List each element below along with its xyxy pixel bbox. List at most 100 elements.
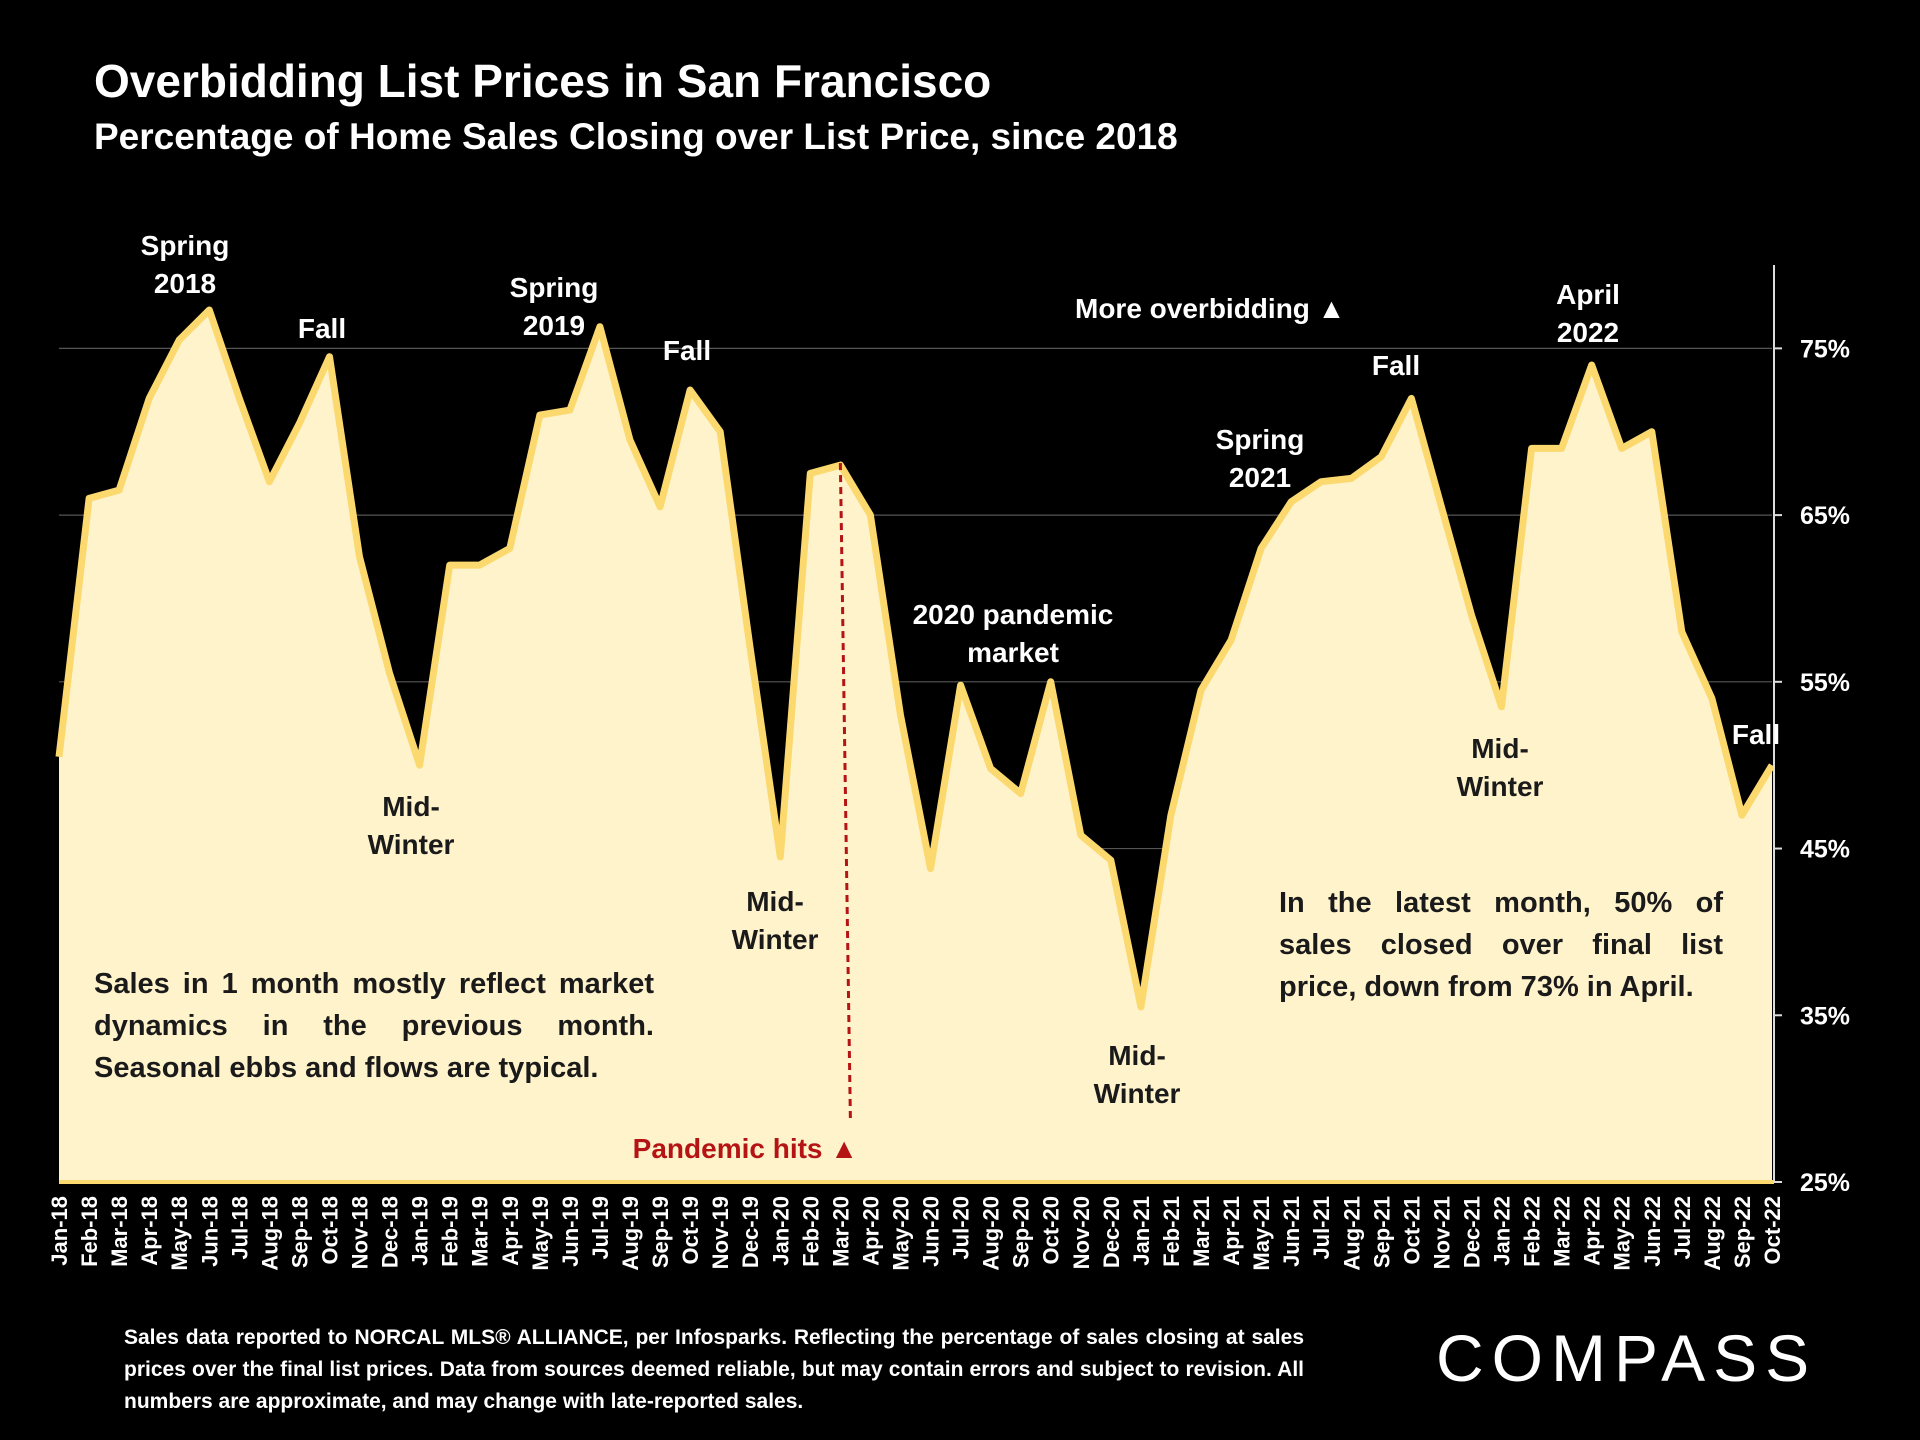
- more-overbidding-label: More overbidding ▲: [1075, 293, 1345, 324]
- annotation-4-line-0: Mid-: [382, 791, 440, 822]
- overbidding-line: [55, 306, 1775, 1011]
- annotation-6-line-0: 2020 pandemic: [913, 599, 1114, 630]
- annotation-5-line-1: Winter: [732, 924, 819, 955]
- annotation-3: Fall: [663, 335, 711, 366]
- annotation-6: 2020 pandemic market: [913, 599, 1114, 668]
- x-tick-label-26: Mar-20: [828, 1196, 853, 1267]
- x-tick-label-8: Sep-18: [287, 1196, 312, 1268]
- x-tick-label-34: Nov-20: [1069, 1196, 1094, 1269]
- x-tick-label-15: Apr-19: [498, 1196, 523, 1266]
- annotation-8-line-0: Spring: [1216, 424, 1305, 455]
- y-tick-label-3: 55%: [1800, 669, 1850, 697]
- annotation-0-line-0: Spring: [141, 230, 230, 261]
- annotation-1-line-0: Fall: [298, 313, 346, 344]
- x-tick-label-23: Dec-19: [738, 1196, 763, 1268]
- note-right: In the latest month, 50% of sales closed…: [1279, 887, 1723, 1003]
- x-ticks: Jan-18 Feb-18 Mar-18 Apr-18 May-18 Jun-18 Jul-…: [47, 1196, 1785, 1271]
- annotation-3-line-0: Fall: [663, 335, 711, 366]
- x-tick-label-0: Jan-18: [47, 1196, 72, 1266]
- annotation-11: Mid- Winter: [1457, 733, 1544, 802]
- x-tick-label-56: Sep-22: [1730, 1196, 1755, 1268]
- annotation-11-line-1: Winter: [1457, 771, 1544, 802]
- x-tick-label-28: May-20: [888, 1196, 913, 1271]
- annotation-10-line-0: April: [1556, 279, 1620, 310]
- x-tick-label-10: Nov-18: [348, 1196, 373, 1269]
- x-tick-label-18: Jul-19: [588, 1196, 613, 1260]
- x-tick-label-47: Dec-21: [1459, 1196, 1484, 1268]
- x-tick-label-54: Jul-22: [1670, 1196, 1695, 1260]
- y-tick-label-5: 75%: [1800, 335, 1850, 363]
- x-tick-label-25: Feb-20: [798, 1196, 823, 1267]
- x-tick-label-39: Apr-21: [1219, 1196, 1244, 1266]
- y-tick-label-2: 45%: [1800, 836, 1850, 864]
- x-tick-label-40: May-21: [1249, 1196, 1274, 1271]
- x-tick-label-55: Aug-22: [1700, 1196, 1725, 1271]
- x-tick-label-6: Jul-18: [227, 1196, 252, 1260]
- pandemic-marker-line: [838, 463, 852, 1119]
- annotation-2: Spring 2019: [510, 272, 599, 341]
- annotation-7-line-1: Winter: [1094, 1078, 1181, 1109]
- annotation-10: April 2022: [1556, 279, 1620, 348]
- x-tick-label-20: Sep-19: [648, 1196, 673, 1268]
- annotation-2-line-0: Spring: [510, 272, 599, 303]
- x-tick-label-41: Jun-21: [1279, 1196, 1304, 1267]
- x-tick-label-1: Feb-18: [77, 1196, 102, 1267]
- x-tick-label-11: Dec-18: [378, 1196, 403, 1268]
- x-tick-label-42: Jul-21: [1309, 1196, 1334, 1260]
- x-tick-label-4: May-18: [167, 1196, 192, 1271]
- annotation-2-line-1: 2019: [523, 310, 585, 341]
- x-tick-label-49: Feb-22: [1520, 1196, 1545, 1267]
- x-tick-label-52: May-22: [1610, 1196, 1635, 1271]
- x-tick-label-46: Nov-21: [1429, 1196, 1454, 1269]
- x-tick-label-32: Sep-20: [1009, 1196, 1034, 1268]
- x-tick-label-16: May-19: [528, 1196, 553, 1271]
- x-tick-label-5: Jun-18: [197, 1196, 222, 1267]
- chart-title: Overbidding List Prices in San Francisco: [94, 55, 992, 107]
- x-tick-label-14: Mar-19: [468, 1196, 493, 1267]
- annotation-12-line-0: Fall: [1732, 719, 1780, 750]
- x-tick-label-53: Jun-22: [1640, 1196, 1665, 1267]
- x-tick-label-17: Jun-19: [558, 1196, 583, 1267]
- x-tick-label-21: Oct-19: [678, 1196, 703, 1264]
- compass-logo: COMPASS: [1436, 1321, 1818, 1395]
- chart-subtitle: Percentage of Home Sales Closing over Li…: [94, 116, 1178, 157]
- annotation-0-line-1: 2018: [154, 268, 216, 299]
- x-tick-label-30: Jul-20: [949, 1196, 974, 1260]
- note-left: Sales in 1 month mostly reflect market d…: [94, 968, 654, 1084]
- x-tick-label-3: Apr-18: [137, 1196, 162, 1266]
- x-tick-label-50: Mar-22: [1550, 1196, 1575, 1267]
- x-tick-label-24: Jan-20: [768, 1196, 793, 1266]
- annotation-12: Fall: [1732, 719, 1780, 750]
- x-tick-label-22: Nov-19: [708, 1196, 733, 1269]
- x-tick-label-51: Apr-22: [1580, 1196, 1605, 1266]
- y-tick-label-4: 65%: [1800, 502, 1850, 530]
- annotation-0: Spring 2018: [141, 230, 230, 299]
- annotation-4-line-1: Winter: [368, 829, 455, 860]
- annotation-7: Mid- Winter: [1094, 1040, 1181, 1109]
- x-tick-label-9: Oct-18: [317, 1196, 342, 1264]
- annotation-4: Mid- Winter: [368, 791, 455, 860]
- x-tick-label-37: Feb-21: [1159, 1196, 1184, 1267]
- x-tick-label-2: Mar-18: [107, 1196, 132, 1267]
- footnote: Sales data reported to NORCAL MLS® ALLIA…: [124, 1326, 1304, 1413]
- y-ticks: 25% 35% 45% 55% 65% 75%: [1774, 335, 1850, 1197]
- annotation-7-line-0: Mid-: [1108, 1040, 1166, 1071]
- x-tick-label-7: Aug-18: [257, 1196, 282, 1271]
- annotations: Spring 2018 Fall Spring 2019 Fall Mid- Winter Mi…: [141, 230, 1780, 1109]
- annotation-11-line-0: Mid-: [1471, 733, 1529, 764]
- annotation-5: Mid- Winter: [732, 886, 819, 955]
- overbidding-area: [59, 310, 1772, 1182]
- annotation-8-line-1: 2021: [1229, 462, 1291, 493]
- x-tick-label-48: Jan-22: [1490, 1196, 1515, 1266]
- x-tick-label-57: Oct-22: [1760, 1196, 1785, 1264]
- x-tick-label-38: Mar-21: [1189, 1196, 1214, 1267]
- x-tick-label-29: Jun-20: [919, 1196, 944, 1267]
- annotation-10-line-1: 2022: [1557, 317, 1619, 348]
- annotation-1: Fall: [298, 313, 346, 344]
- annotation-9-line-0: Fall: [1372, 350, 1420, 381]
- x-tick-label-13: Feb-19: [438, 1196, 463, 1267]
- x-tick-label-27: Apr-20: [858, 1196, 883, 1266]
- y-tick-label-0: 25%: [1800, 1169, 1850, 1197]
- y-tick-label-1: 35%: [1800, 1002, 1850, 1030]
